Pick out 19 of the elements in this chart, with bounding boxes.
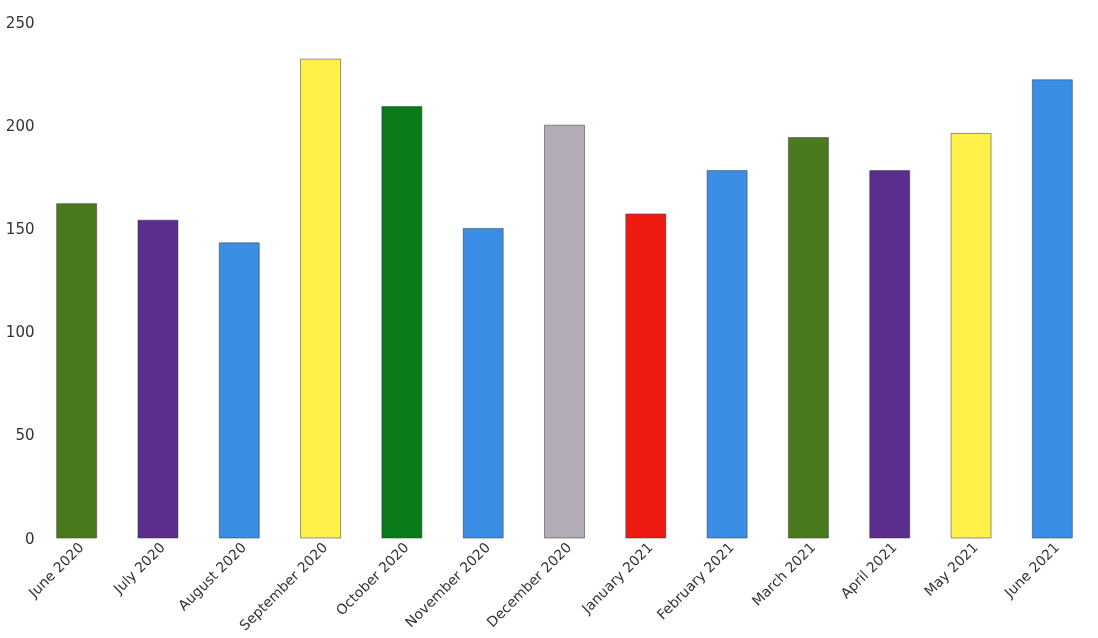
bar bbox=[625, 213, 667, 539]
bar bbox=[869, 170, 910, 539]
y-tick-label: 50 bbox=[15, 426, 35, 445]
bar bbox=[706, 170, 748, 539]
bar bbox=[788, 137, 829, 539]
bar bbox=[300, 58, 341, 539]
y-tick-label: 150 bbox=[5, 219, 35, 238]
bar bbox=[462, 228, 504, 539]
bar bbox=[381, 106, 423, 539]
bar bbox=[56, 203, 97, 539]
y-tick-label: 100 bbox=[5, 323, 35, 342]
y-tick-label: 200 bbox=[5, 116, 35, 135]
y-tick-label: 250 bbox=[5, 13, 35, 32]
bar bbox=[1032, 79, 1073, 539]
bar bbox=[950, 133, 992, 539]
bar bbox=[137, 219, 179, 539]
bar bbox=[544, 124, 585, 539]
bar bbox=[219, 242, 260, 539]
y-tick-label: 0 bbox=[24, 529, 35, 548]
